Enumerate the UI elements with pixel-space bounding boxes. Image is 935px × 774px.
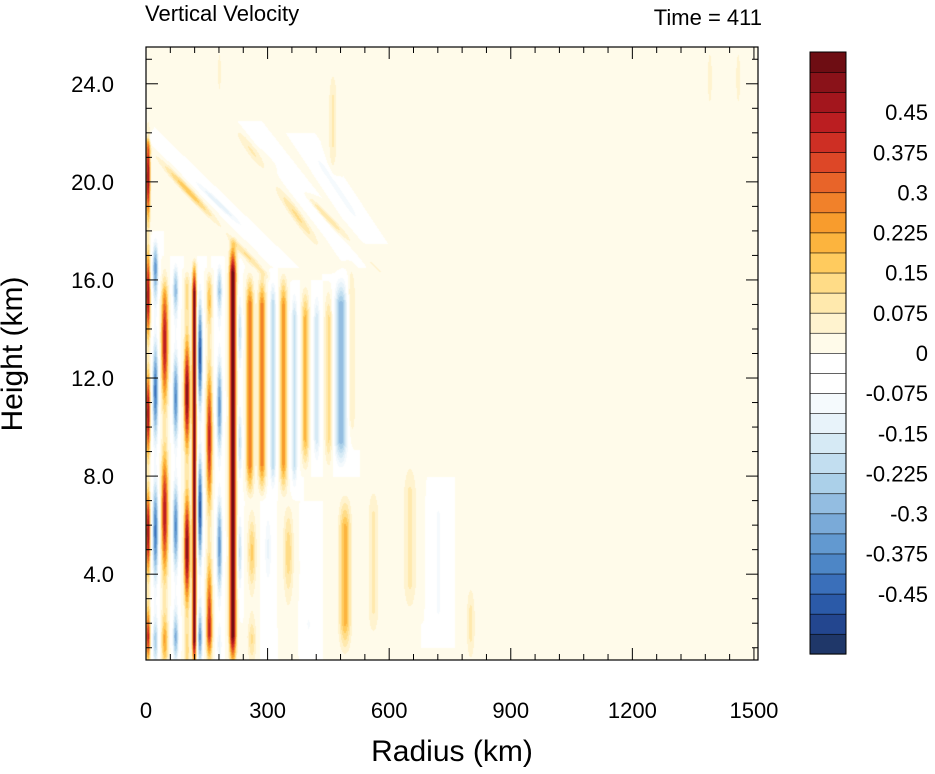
colorbar-label: 0	[916, 341, 928, 366]
x-tick-label: 1500	[729, 698, 778, 723]
colorbar-swatch	[809, 152, 847, 173]
x-tick-label: 0	[140, 698, 152, 723]
colorbar-label: -0.075	[866, 381, 928, 406]
colorbar: 0.45 0.375 0.3 0.225 0.15 0.075 0 -0.075 -0.15 -0…	[809, 51, 928, 655]
colorbar-label: -0.3	[890, 502, 928, 527]
colorbar-swatch	[809, 372, 847, 394]
colorbar-swatch	[809, 473, 847, 495]
colorbar-swatch	[809, 573, 847, 595]
colorbar-labels: 0.45 0.375 0.3 0.225 0.15 0.075 0 -0.075 -0.15 -0…	[866, 100, 928, 607]
colorbar-swatch	[809, 553, 847, 575]
y-tick-label: 16.0	[71, 268, 114, 293]
colorbar-swatch	[809, 292, 847, 314]
colorbar-label: 0.375	[873, 140, 928, 165]
y-tick-label: 8.0	[83, 464, 114, 489]
colorbar-label: -0.375	[866, 542, 928, 567]
colorbar-label: 0.225	[873, 221, 928, 246]
x-axis: 0 300 600 900 1200 1500	[140, 47, 778, 723]
x-tick-label: 300	[249, 698, 286, 723]
colorbar-swatch	[809, 71, 847, 93]
colorbar-swatch	[809, 593, 847, 615]
colorbar-swatches	[809, 51, 847, 655]
y-axis: 4.0 8.0 12.0 16.0 20.0 24.0	[71, 58, 758, 649]
vertical-velocity-field	[146, 47, 758, 660]
colorbar-swatch	[809, 212, 847, 234]
colorbar-swatch	[809, 111, 847, 133]
y-tick-label: 24.0	[71, 72, 114, 97]
colorbar-swatch	[809, 493, 847, 515]
colorbar-swatch	[809, 312, 847, 334]
colorbar-label: 0.15	[885, 261, 928, 286]
y-tick-label: 20.0	[71, 170, 114, 195]
plot-area: 0 300 600 900 1200 1500 4.0 8.0 12.0 16.0 20.0 24.…	[71, 46, 778, 723]
colorbar-label: 0.45	[885, 100, 928, 125]
colorbar-swatch	[809, 633, 847, 655]
colorbar-swatch	[809, 352, 847, 374]
y-tick-label: 4.0	[83, 562, 114, 587]
time-label: Time = 411	[654, 5, 762, 30]
chart-title: Vertical Velocity	[145, 1, 299, 26]
colorbar-swatch	[809, 412, 847, 434]
colorbar-swatch	[809, 533, 847, 555]
colorbar-swatch	[809, 272, 847, 294]
colorbar-swatch	[809, 232, 847, 254]
colorbar-swatch	[809, 332, 847, 354]
x-tick-label: 900	[492, 698, 529, 723]
colorbar-swatch	[809, 613, 847, 635]
colorbar-swatch	[809, 453, 847, 475]
colorbar-label: -0.225	[866, 461, 928, 486]
x-tick-label: 600	[371, 698, 408, 723]
y-axis-label: Height (km)	[0, 276, 29, 431]
colorbar-swatch	[809, 432, 847, 454]
colorbar-swatch	[809, 192, 847, 214]
y-tick-label: 12.0	[71, 366, 114, 391]
colorbar-swatch	[809, 513, 847, 535]
colorbar-frame	[809, 51, 847, 655]
colorbar-swatch	[809, 392, 847, 414]
colorbar-swatch	[809, 172, 847, 194]
colorbar-label: 0.075	[873, 301, 928, 326]
colorbar-swatch	[809, 252, 847, 274]
colorbar-label: 0.3	[897, 180, 928, 205]
colorbar-swatch	[809, 51, 847, 73]
colorbar-label: -0.45	[878, 582, 928, 607]
colorbar-swatch	[809, 131, 847, 153]
colorbar-swatch	[809, 91, 847, 113]
colorbar-label: -0.15	[878, 421, 928, 446]
x-tick-label: 1200	[608, 698, 657, 723]
x-axis-label: Radius (km)	[371, 735, 533, 768]
